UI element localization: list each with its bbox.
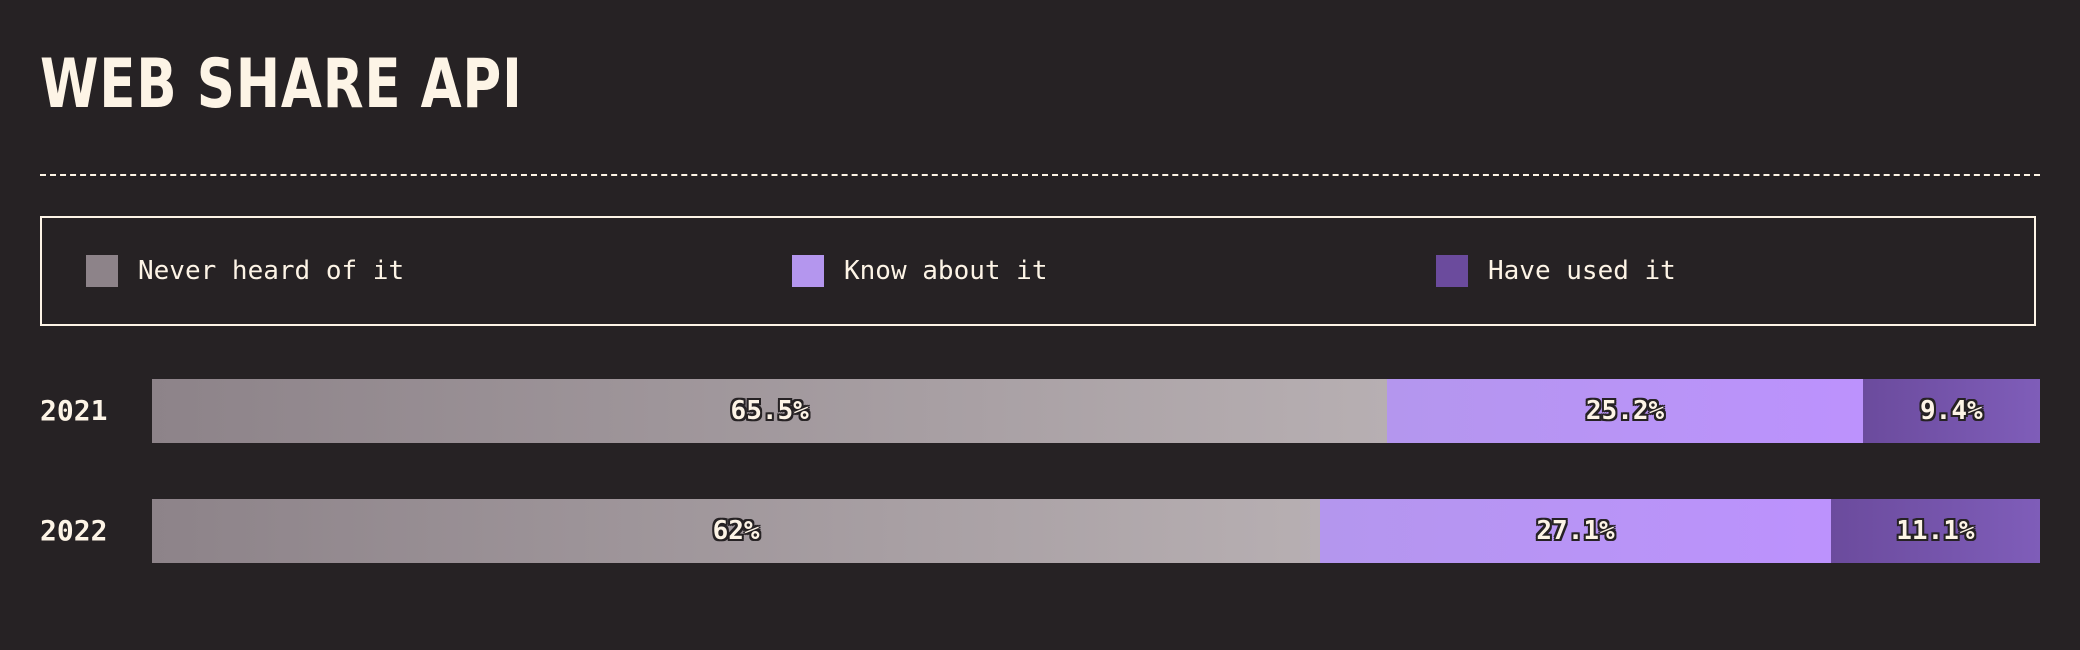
bar-row-2022: 2022 62% 27.1% 11.1% (40, 499, 2040, 563)
dashed-divider (40, 174, 2040, 176)
legend-swatch-have-used (1436, 255, 1468, 287)
legend-label-know-about: Know about it (844, 256, 1048, 286)
category-label-2022: 2022 (40, 514, 108, 547)
bar-row-2021: 2021 65.5% 25.2% 9.4% (40, 379, 2040, 443)
stacked-bar-2021: 65.5% 25.2% 9.4% (152, 379, 2040, 443)
stacked-bar-2022: 62% 27.1% 11.1% (152, 499, 2040, 563)
legend-item-never-heard: Never heard of it (86, 218, 404, 324)
legend-swatch-never-heard (86, 255, 118, 287)
legend-swatch-know-about (792, 255, 824, 287)
bar-segment-2021-never-heard: 65.5% (152, 379, 1388, 443)
data-label-2022-know-about: 27.1% (1536, 516, 1615, 546)
bar-segment-2022-never-heard: 62% (152, 499, 1321, 563)
legend-item-have-used: Have used it (1436, 218, 1676, 324)
bar-segment-2022-have-used: 11.1% (1830, 499, 2040, 563)
legend: Never heard of it Know about it Have use… (40, 216, 2036, 326)
data-label-2022-have-used: 11.1% (1896, 516, 1975, 546)
chart-title: WEB SHARE API (40, 45, 523, 124)
legend-item-know-about: Know about it (792, 218, 1048, 324)
legend-label-have-used: Have used it (1488, 256, 1676, 286)
bar-segment-2022-know-about: 27.1% (1320, 499, 1831, 563)
data-label-2022-never-heard: 62% (712, 516, 760, 546)
bar-segment-2021-know-about: 25.2% (1387, 379, 1863, 443)
bar-segment-2021-have-used: 9.4% (1862, 379, 2040, 443)
data-label-2021-know-about: 25.2% (1585, 396, 1665, 426)
legend-label-never-heard: Never heard of it (138, 256, 405, 286)
data-label-2021-have-used: 9.4% (1920, 396, 1983, 426)
category-label-2021: 2021 (40, 394, 108, 427)
data-label-2021-never-heard: 65.5% (730, 396, 809, 426)
